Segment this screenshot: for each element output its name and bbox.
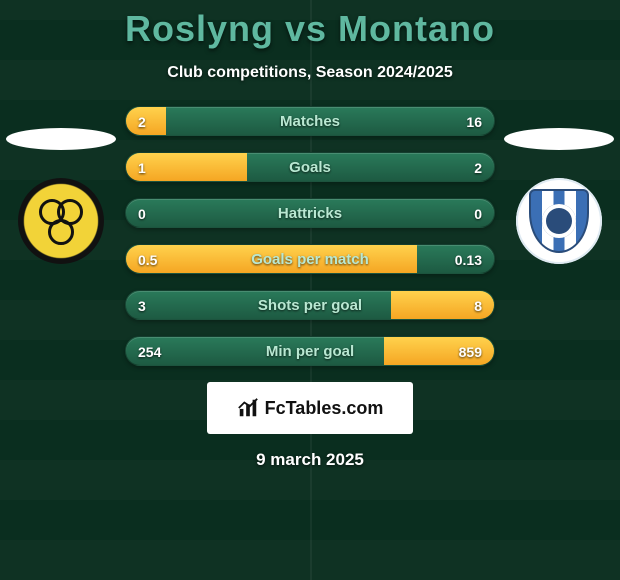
flag-right [504, 128, 614, 150]
brand-badge[interactable]: FcTables.com [207, 382, 413, 434]
team-badge-left [18, 178, 104, 264]
stat-label: Matches [126, 107, 494, 135]
page-title: Roslyng vs Montano [0, 0, 620, 50]
stat-row: 12Goals [125, 152, 495, 182]
page-subtitle: Club competitions, Season 2024/2025 [0, 64, 620, 82]
stat-label: Hattricks [126, 199, 494, 227]
stat-row: 00Hattricks [125, 198, 495, 228]
team-badge-right [516, 178, 602, 264]
brand-label: FcTables.com [265, 398, 384, 419]
flag-left [6, 128, 116, 150]
stat-label: Goals [126, 153, 494, 181]
stat-label: Goals per match [126, 245, 494, 273]
stats-container: 216Matches 12Goals 00Hattricks 0.50.13Goals… [125, 106, 495, 366]
stat-label: Min per goal [126, 337, 494, 365]
stat-row: 38Shots per goal [125, 290, 495, 320]
footer-date: 9 march 2025 [0, 450, 620, 470]
stat-row: 216Matches [125, 106, 495, 136]
stat-row: 254859Min per goal [125, 336, 495, 366]
chart-icon [237, 397, 259, 419]
stat-row: 0.50.13Goals per match [125, 244, 495, 274]
stat-label: Shots per goal [126, 291, 494, 319]
